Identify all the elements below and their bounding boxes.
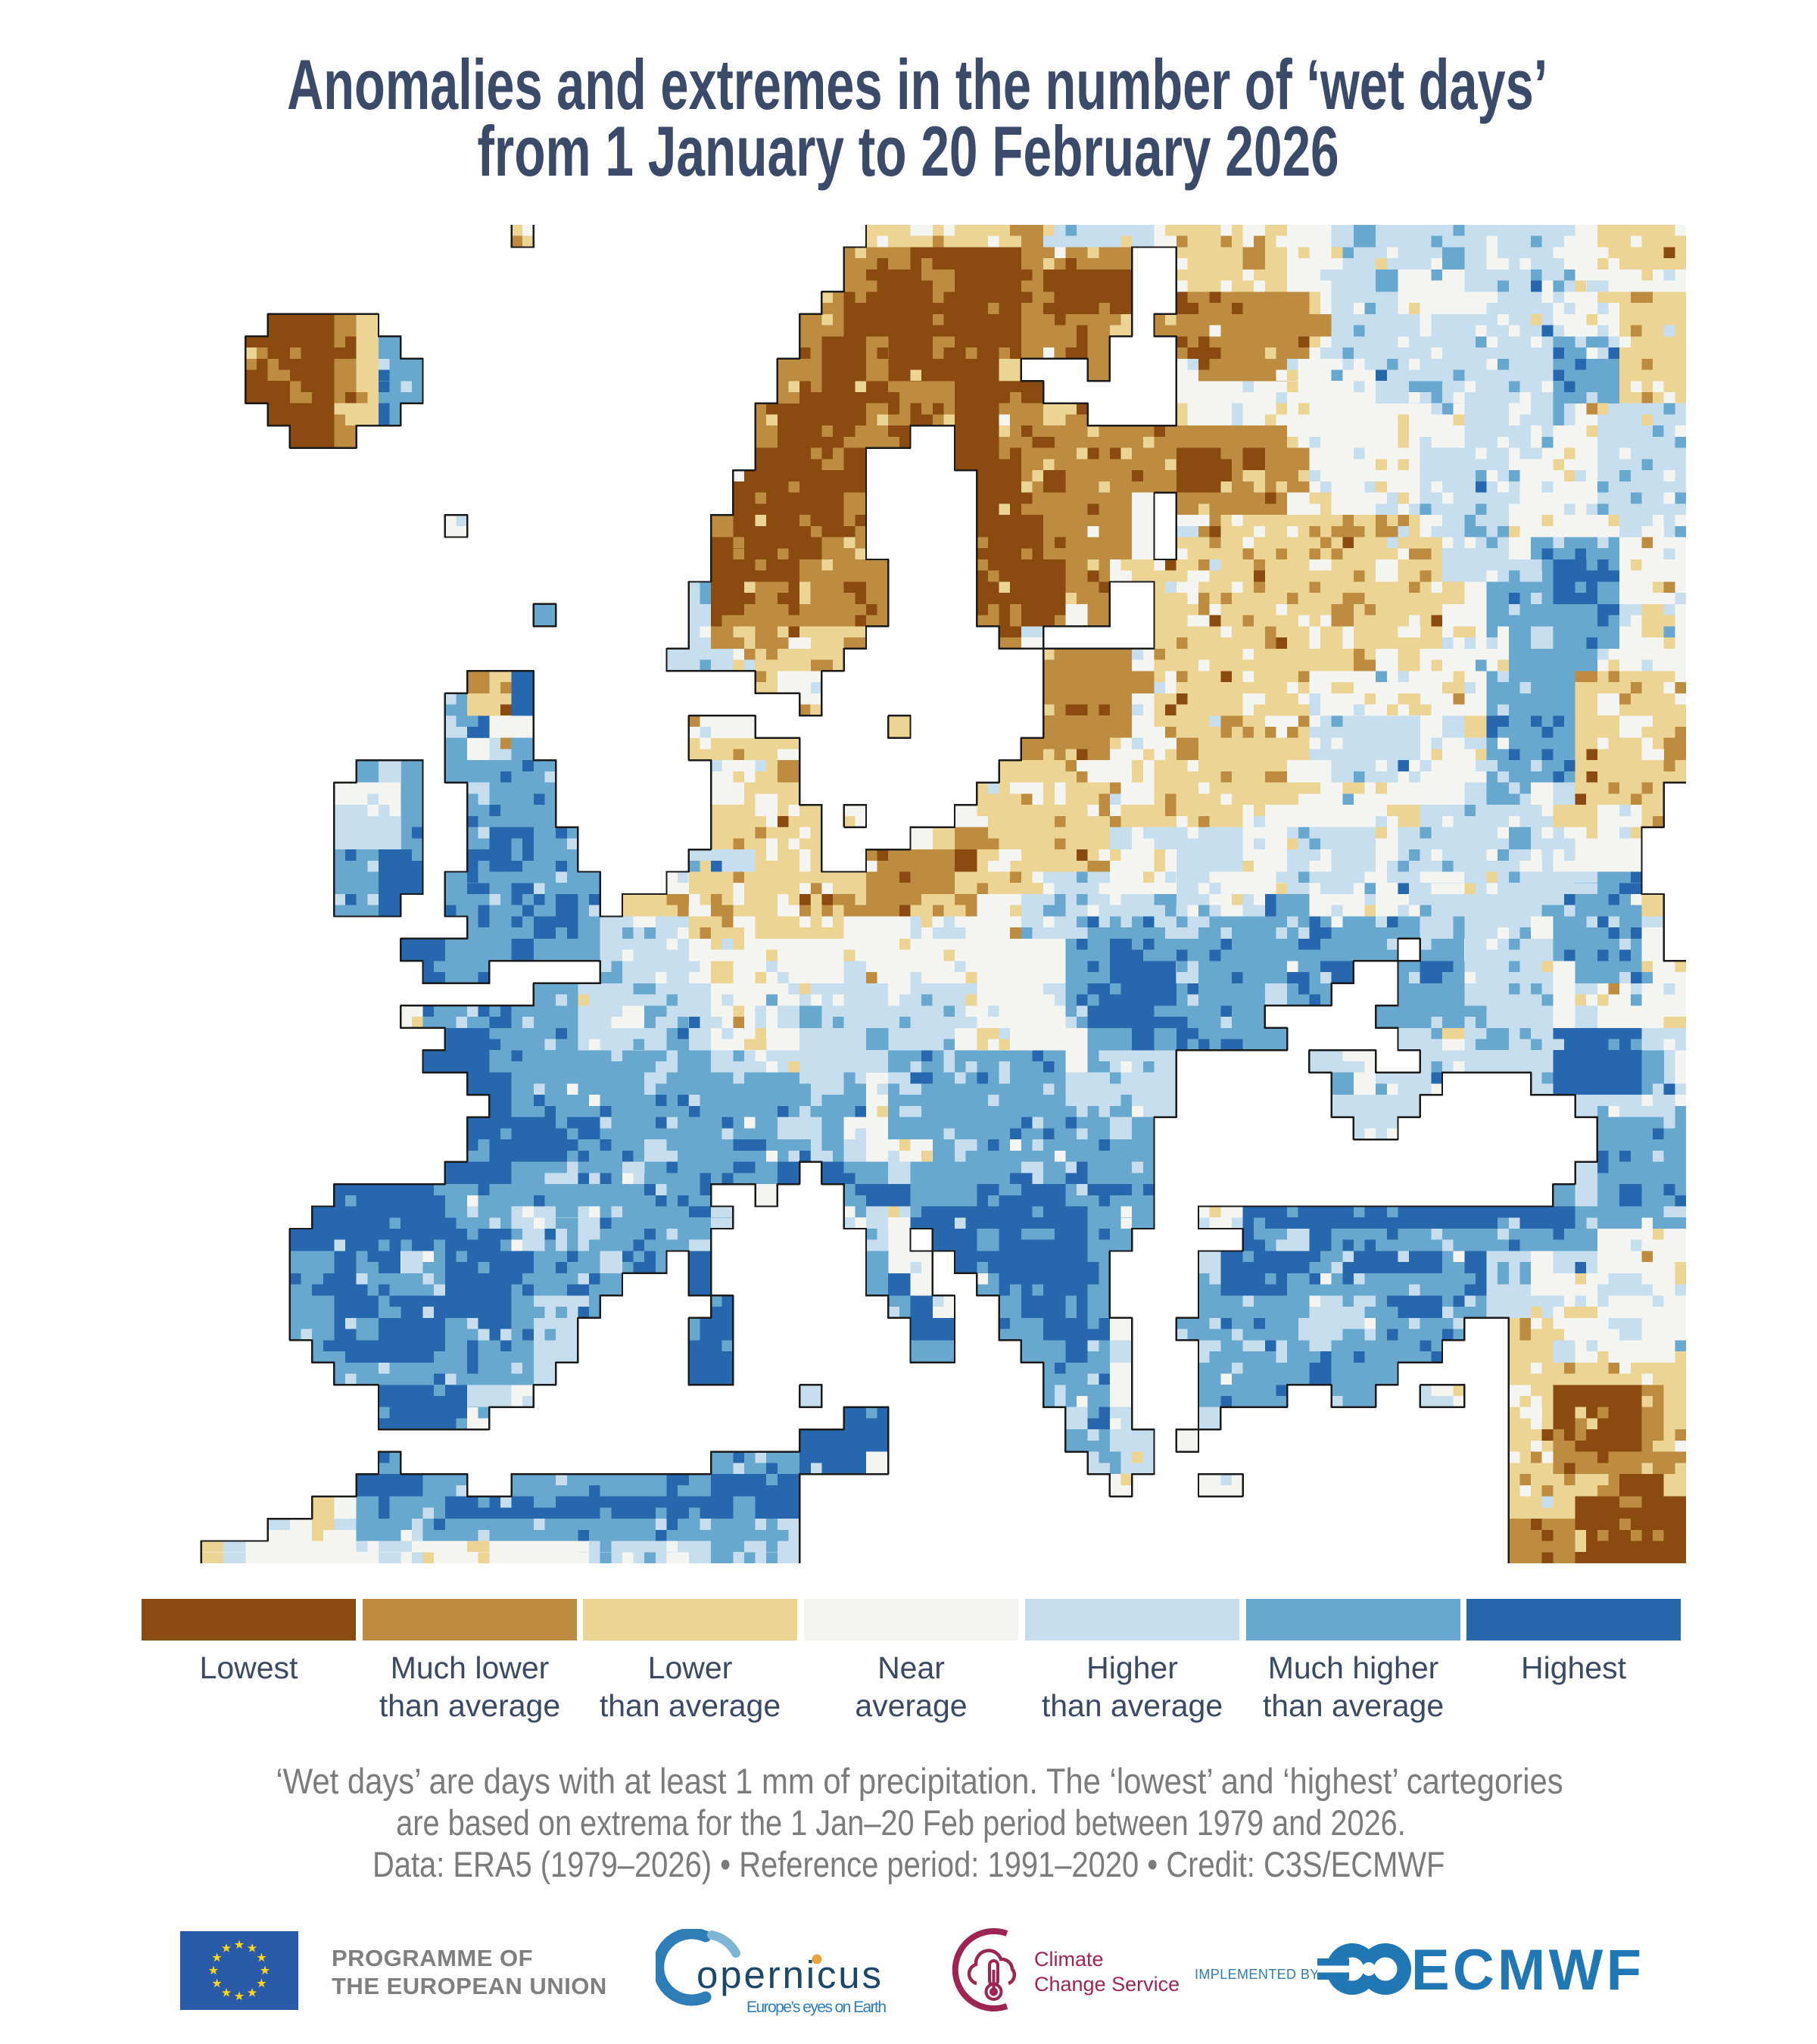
svg-text:Europe’s eyes on Earth: Europe’s eyes on Earth — [746, 1999, 887, 2016]
svg-text:ECMWF: ECMWF — [1411, 1941, 1641, 2002]
svg-text:opernicus: opernicus — [697, 1953, 881, 1996]
